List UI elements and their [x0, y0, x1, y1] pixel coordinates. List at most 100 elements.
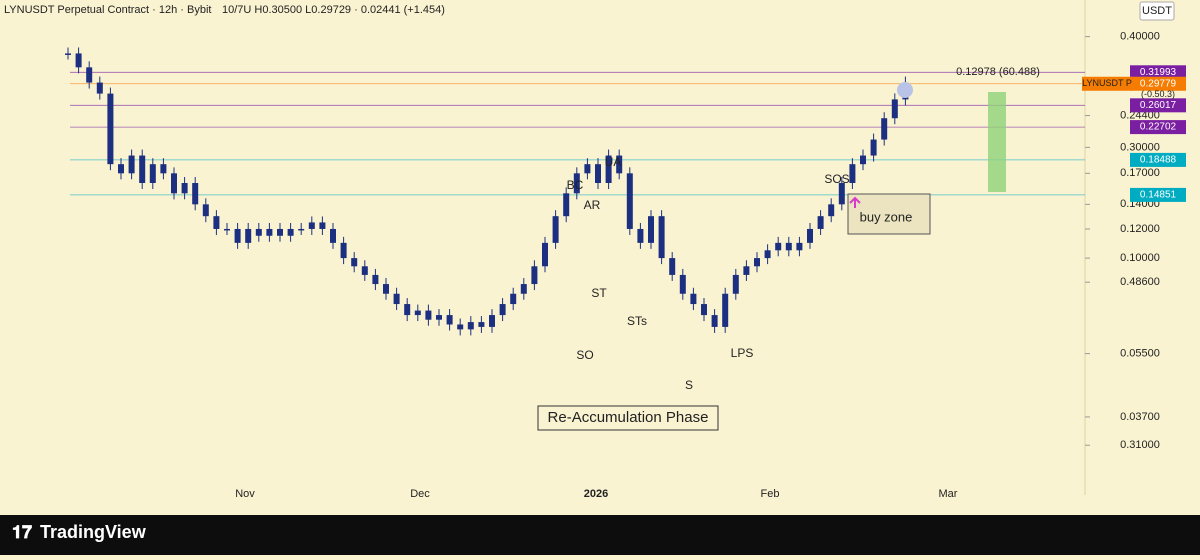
candle — [372, 274, 379, 285]
candle — [605, 155, 612, 184]
candle — [520, 284, 527, 294]
candle — [817, 216, 824, 229]
y-tick-label: 0.05500 — [1120, 348, 1160, 360]
y-tick-label: 0.31000 — [1120, 439, 1160, 451]
candle — [118, 164, 124, 174]
annotation: STs — [627, 314, 647, 328]
candle — [595, 164, 601, 184]
price-tag — [1130, 152, 1186, 167]
price-tag — [1130, 187, 1186, 202]
candle — [616, 155, 623, 174]
candle — [351, 258, 358, 267]
annotation: BC — [567, 178, 584, 192]
candle — [828, 204, 835, 217]
candle — [542, 242, 548, 267]
currency[interactable]: USDT — [1142, 5, 1172, 17]
y-tick-label: 0.17000 — [1120, 167, 1160, 179]
candle — [202, 204, 209, 217]
annotation: LPS — [731, 346, 754, 360]
candle — [563, 193, 570, 217]
candle — [764, 250, 771, 259]
candle — [807, 228, 813, 243]
y-tick-label: 0.24400 — [1120, 109, 1160, 121]
y-tick-label: 0.48600 — [1120, 276, 1160, 288]
header-ohlc: 10/7U H0.30500 L0.29729 · 0.02441 (+1.45… — [222, 4, 445, 16]
candle — [234, 228, 241, 243]
marker — [897, 82, 913, 98]
candle — [722, 293, 729, 327]
plot: 0.400000.244000.300000.170000.140000.120… — [65, 31, 1186, 451]
candle — [573, 173, 580, 194]
candle — [65, 53, 71, 55]
x-label: Mar — [939, 488, 958, 500]
buy-zone-box — [847, 193, 931, 235]
candle — [404, 304, 411, 316]
candle — [425, 310, 432, 320]
candle — [754, 258, 760, 267]
y-tick-label: 0.03700 — [1120, 411, 1160, 423]
candle — [531, 266, 538, 285]
candle — [160, 164, 167, 174]
candle — [139, 155, 146, 184]
price-tag-label: 0.26017 — [1140, 100, 1177, 111]
candle — [510, 293, 517, 305]
annotation: UA — [605, 155, 622, 169]
candle — [637, 228, 644, 243]
y-tick-label: 0.30000 — [1120, 141, 1160, 153]
candle — [192, 183, 199, 205]
price-tag — [1130, 65, 1186, 80]
candle — [277, 228, 283, 236]
currency-box[interactable] — [1139, 1, 1175, 21]
candle — [340, 242, 347, 259]
footer-bar — [0, 515, 1200, 555]
candle — [584, 164, 591, 174]
candle — [870, 139, 877, 156]
candle — [171, 173, 177, 194]
target-label: 0.12978 (60.488) — [956, 66, 1040, 78]
candle — [266, 228, 273, 236]
candle — [669, 258, 676, 275]
candle — [679, 274, 686, 294]
annotation: AR — [584, 198, 601, 212]
candle — [658, 216, 665, 259]
price-tag-label: 0.22702 — [1140, 122, 1177, 133]
candle — [552, 216, 559, 243]
candle — [308, 222, 315, 229]
candle — [743, 266, 750, 275]
candle — [891, 99, 898, 119]
candle — [489, 315, 495, 327]
candle — [75, 53, 82, 68]
x-label: Dec — [410, 488, 430, 500]
candle — [701, 304, 707, 316]
price-tag — [1130, 98, 1186, 113]
header-title: LYNUSDT Perpetual Contract · 12h · Bybit — [4, 4, 211, 16]
candle — [107, 93, 114, 165]
annotation: ST — [591, 286, 607, 300]
candle — [446, 315, 453, 325]
target-box — [988, 92, 1006, 192]
candle — [457, 324, 464, 330]
candle — [648, 216, 654, 243]
candle — [319, 222, 326, 229]
x-label: Feb — [761, 488, 780, 500]
candle — [96, 82, 103, 94]
price-tag-label: 0.18488 — [1140, 155, 1177, 166]
candle — [245, 228, 252, 243]
phase-box — [537, 405, 719, 431]
candle — [436, 315, 442, 320]
candle — [732, 274, 739, 294]
phase-label: Re-Accumulation Phase — [548, 409, 709, 426]
arrow — [849, 196, 861, 208]
candle — [785, 242, 792, 251]
annotation: SOS — [824, 172, 849, 186]
y-tick-label: 0.10000 — [1120, 252, 1160, 264]
candle — [711, 315, 718, 327]
candle — [213, 216, 220, 229]
candle — [626, 173, 633, 229]
candle — [361, 266, 368, 275]
y-tick-label: 0.40000 — [1120, 31, 1160, 43]
annotation: SO — [576, 348, 593, 362]
candle — [796, 242, 803, 251]
